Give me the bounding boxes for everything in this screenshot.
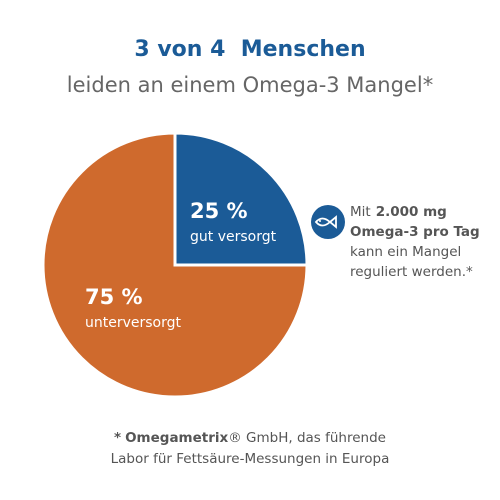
icon-circle (311, 205, 345, 239)
annotation-text: 2.000 mg (376, 204, 447, 220)
annotation-line: reguliert werden.* (350, 264, 473, 280)
fish (314, 215, 337, 229)
slice-label: gut versorgt (190, 229, 277, 245)
footnote-text: * (114, 430, 121, 446)
footnote-line: Labor für Fettsäure-Messungen in Europa (111, 451, 390, 467)
annotation-line: Omega-3 pro Tag (350, 224, 480, 240)
pie-slice (173, 131, 309, 267)
chart-subtitle: leiden an einem Omega-3 Mangel* (67, 73, 433, 97)
annotation-text: Mit (350, 204, 371, 220)
value-label: 25 % (190, 199, 248, 223)
pie (41, 131, 309, 399)
footnote: * Omegametrix® GmbH, das führende Labor f… (111, 430, 390, 467)
slice-label: unterversorgt (85, 315, 182, 331)
fish-eye (319, 220, 321, 222)
annotation: Mit 2.000 mg Omega-3 pro Tag kann ein Man… (350, 204, 480, 280)
fish-icon (311, 205, 345, 239)
footnote-text: ® GmbH, das führende (228, 430, 386, 446)
footnote-text: Omegametrix (125, 430, 228, 446)
value-label: 75 % (85, 285, 143, 309)
annotation-line: kann ein Mangel (350, 244, 461, 260)
pie-slice (41, 131, 309, 399)
annotation-line: Mit 2.000 mg (350, 204, 447, 220)
footnote-line: * Omegametrix® GmbH, das führende (114, 430, 386, 446)
chart-title: 3 von 4 Menschen (134, 37, 365, 62)
